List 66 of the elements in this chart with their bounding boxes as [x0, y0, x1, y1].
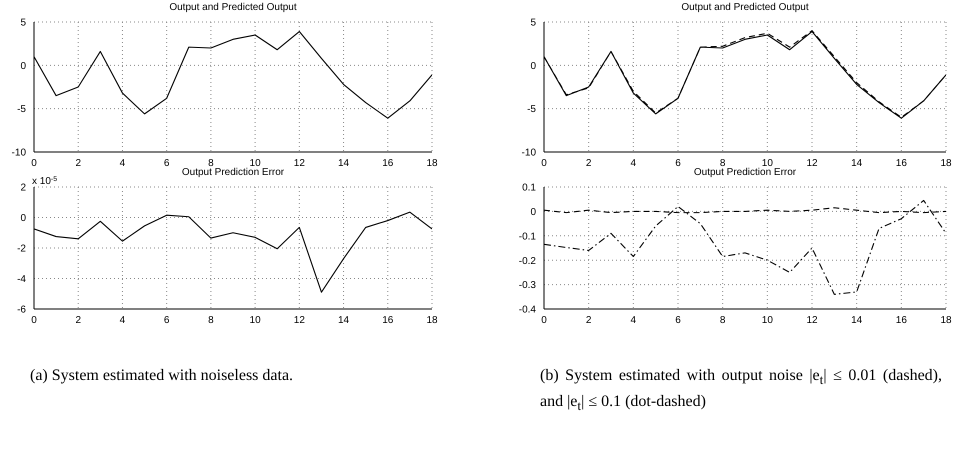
y-tick-label: 2 — [20, 182, 26, 194]
x-tick-label: 10 — [250, 315, 262, 326]
y-tick-label: 0.1 — [522, 182, 536, 194]
y-tick-label: -10 — [12, 148, 26, 159]
x-tick-label: 6 — [675, 158, 682, 170]
x-tick-label: 4 — [630, 315, 637, 326]
x-tick-label: 2 — [586, 315, 592, 326]
x-tick-label: 12 — [806, 315, 818, 326]
y-tick-label: -6 — [17, 304, 26, 316]
x-tick-label: 16 — [896, 158, 908, 170]
x-tick-label: 0 — [31, 315, 38, 326]
chart-title: Output and Predicted Output — [168, 2, 298, 13]
x-tick-label: 16 — [896, 315, 908, 326]
x-tick-label: 6 — [164, 315, 170, 326]
x-tick-label: 14 — [851, 158, 863, 170]
x-tick-label: 8 — [720, 315, 726, 326]
y-tick-label: 5 — [20, 18, 26, 29]
y-tick-label: -0.4 — [518, 304, 536, 316]
y-tick-label: -4 — [17, 274, 26, 286]
x-tick-label: 0 — [541, 158, 548, 170]
x-tick-label: 18 — [426, 158, 438, 170]
x-tick-label: 18 — [940, 158, 952, 170]
y-tick-label: -5 — [527, 104, 536, 116]
y-tick-label: 0 — [530, 206, 536, 218]
y-tick-label: -0.2 — [518, 256, 536, 267]
x-tick-label: 14 — [338, 158, 350, 170]
y-tick-label: -0.1 — [518, 231, 536, 242]
x-tick-label: 10 — [762, 315, 774, 326]
x-tick-label: 16 — [382, 315, 394, 326]
x-tick-label: 2 — [75, 158, 82, 170]
x-tick-label: 12 — [294, 158, 306, 170]
y-tick-label: 0 — [20, 60, 26, 72]
x-tick-label: 4 — [630, 158, 637, 170]
x-tick-label: 8 — [720, 158, 726, 170]
y-tick-label: -2 — [17, 244, 26, 255]
y-tick-label: 5 — [530, 18, 536, 29]
x-tick-label: 8 — [208, 158, 214, 170]
x-tick-label: 6 — [675, 315, 682, 326]
x-tick-label: 12 — [806, 158, 818, 170]
x-tick-label: 14 — [851, 315, 863, 326]
x-tick-label: 18 — [940, 315, 952, 326]
text: (a) System estimated with noiseless data. — [30, 366, 294, 386]
y-tick-label: -5 — [17, 104, 26, 116]
chart-title: Output Prediction Error — [694, 167, 796, 178]
chart-title: Output Prediction Error — [182, 167, 284, 178]
y-tick-label: 0 — [530, 60, 536, 72]
y-tick-label: 0 — [20, 213, 26, 224]
x-tick-label: 4 — [120, 315, 126, 326]
x-tick-label: 2 — [586, 158, 592, 170]
x-tick-label: 6 — [164, 158, 170, 170]
text: (b) System estimated with output noise |e$_{t}$| ≤ 0.01 (dashed), and |e$_{t}$| ≤ 0.1 (dot-dashed) — [540, 367, 942, 414]
x-tick-label: 10 — [762, 158, 774, 170]
x-tick-label: 18 — [426, 315, 438, 326]
x-tick-label: 8 — [208, 315, 214, 326]
x-tick-label: 0 — [541, 315, 548, 326]
y-tick-label: -0.3 — [518, 280, 536, 292]
y-axis-title: x 10$^{-5}$ — [32, 176, 58, 187]
x-tick-label: 14 — [338, 315, 350, 326]
x-tick-label: 10 — [250, 158, 262, 170]
x-tick-label: 0 — [31, 158, 38, 170]
x-tick-label: 2 — [75, 315, 82, 326]
y-tick-label: -10 — [522, 148, 536, 159]
chart-title: Output and Predicted Output — [680, 2, 810, 13]
x-tick-label: 4 — [120, 158, 126, 170]
x-tick-label: 12 — [294, 315, 306, 326]
x-tick-label: 16 — [382, 158, 394, 170]
